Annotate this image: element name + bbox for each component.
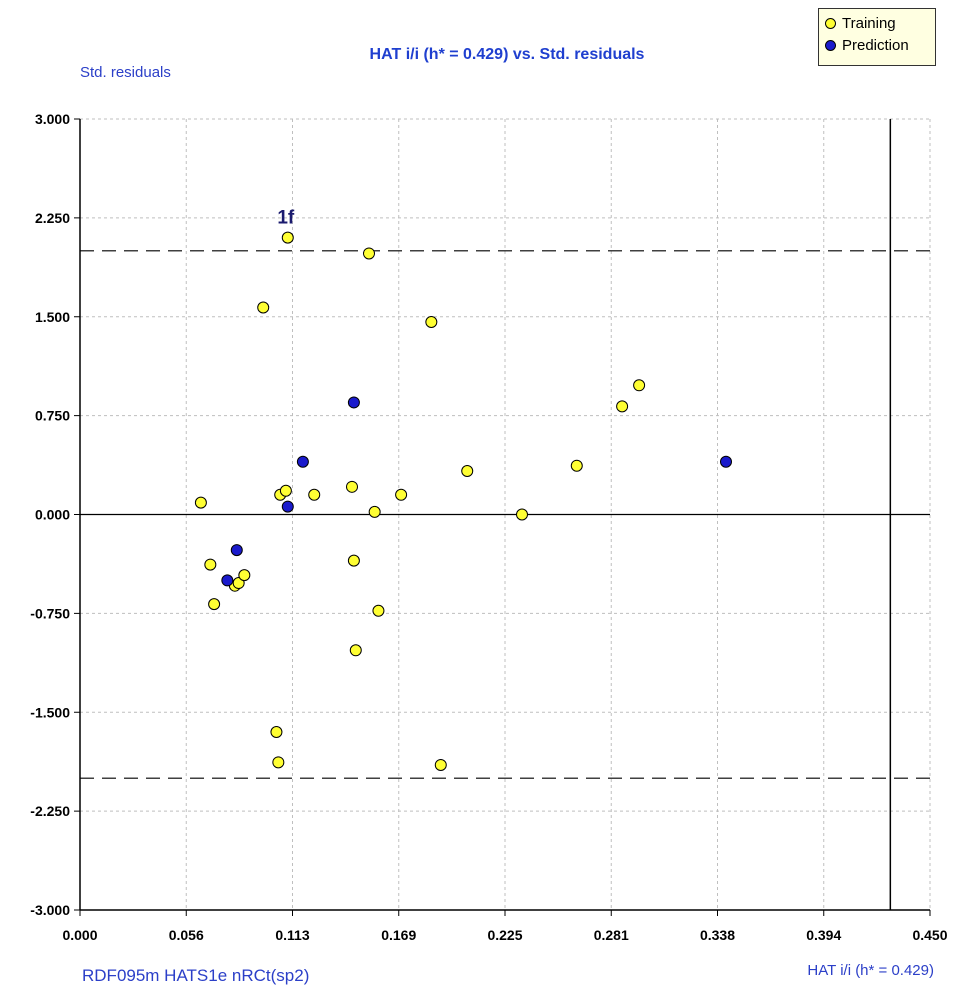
training-point: [395, 488, 408, 501]
prediction-marker-icon: [825, 39, 836, 51]
descriptor-label: RDF095m HATS1e nRCt(sp2): [82, 966, 310, 985]
x-tick-label: 0.225: [487, 927, 522, 943]
training-point: [425, 316, 438, 329]
training-point: [616, 400, 629, 413]
x-tick-label: 0.113: [275, 927, 309, 943]
prediction-point: [347, 396, 360, 409]
legend-prediction-label: Prediction: [842, 36, 909, 54]
training-point: [516, 508, 528, 521]
training-point: [270, 726, 283, 739]
x-tick-label: 0.056: [169, 927, 204, 943]
x-tick-label: 0.450: [912, 927, 947, 943]
training-point: [349, 644, 362, 657]
x-tick-label: 0.394: [806, 927, 841, 943]
x-tick-label: 0.338: [700, 927, 735, 943]
training-point: [272, 756, 285, 769]
prediction-point: [296, 455, 309, 468]
training-point: [257, 301, 270, 314]
training-point: [363, 247, 375, 260]
training-point: [633, 379, 646, 392]
legend-item-prediction: Prediction: [819, 34, 935, 56]
prediction-point: [230, 544, 243, 557]
y-tick-label: 0.750: [35, 408, 70, 424]
y-tick-label: 1.500: [35, 309, 70, 325]
y-tick-label: -0.750: [30, 605, 70, 621]
legend-item-training: Training: [819, 12, 935, 34]
training-point: [570, 459, 583, 472]
training-point: [308, 488, 321, 501]
training-point: [281, 231, 294, 244]
legend: Training Prediction: [818, 8, 936, 66]
x-axis-label: HAT i/i (h* = 0.429): [807, 962, 934, 979]
y-tick-label: 0.000: [35, 507, 70, 523]
legend-training-label: Training: [842, 14, 896, 32]
training-point: [238, 569, 251, 582]
x-tick-label: 0.000: [62, 927, 97, 943]
axes: [74, 118, 931, 916]
chart-title: HAT i/i (h* = 0.429) vs. Std. residuals: [369, 46, 645, 63]
tick-labels: 0.000 0.056 0.113 0.169 0.225 0.281 0.338 0.394…: [30, 111, 947, 943]
training-point: [461, 464, 474, 477]
training-point: [279, 484, 292, 497]
y-axis-label: Std. residuals: [80, 64, 171, 81]
training-point: [194, 496, 207, 509]
prediction-point: [720, 455, 732, 468]
prediction-point: [221, 574, 234, 587]
annotations: 1f: [277, 208, 295, 229]
prediction-point: [281, 500, 294, 513]
y-tick-label: -2.250: [30, 803, 70, 819]
training-point: [372, 604, 385, 617]
training-marker-icon: [825, 17, 836, 29]
y-tick-label: 3.000: [35, 111, 70, 127]
training-point: [346, 480, 358, 493]
training-point: [208, 598, 221, 611]
y-tick-label: -1.500: [30, 704, 70, 720]
y-tick-label: -3.000: [30, 902, 70, 918]
data-points: [194, 231, 732, 771]
training-point: [368, 505, 381, 518]
y-tick-label: 2.250: [35, 210, 70, 226]
training-point: [347, 554, 360, 567]
training-point: [434, 758, 447, 771]
x-tick-label: 0.281: [594, 927, 629, 943]
point-annotation: 1f: [277, 208, 295, 229]
training-point: [204, 558, 217, 571]
x-tick-label: 0.169: [381, 927, 416, 943]
reference-lines: [80, 119, 930, 910]
